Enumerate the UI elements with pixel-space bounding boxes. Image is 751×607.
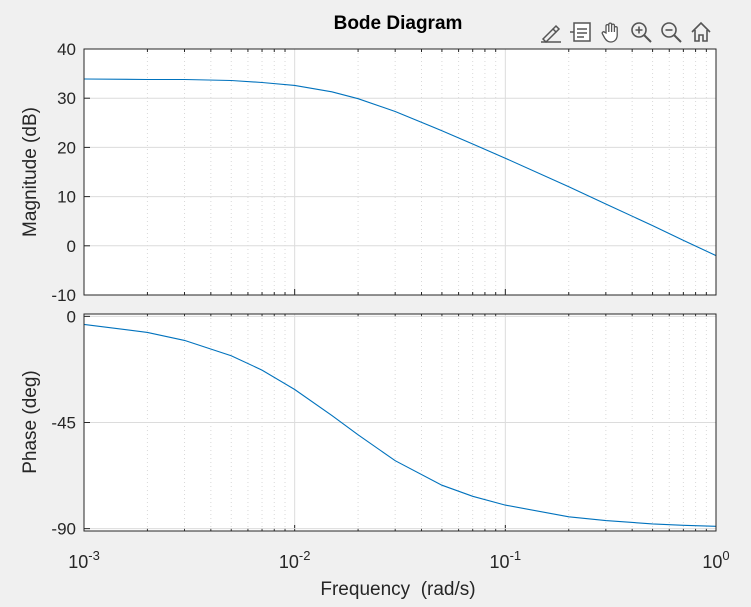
x-tick-label: 100 (702, 548, 729, 572)
axes-toolbar (537, 18, 715, 46)
magnitude-axes-frame (83, 48, 717, 296)
brush-icon (541, 24, 561, 44)
magnitude-plot-area[interactable] (84, 49, 716, 295)
zoom-in-button[interactable] (627, 18, 655, 46)
magnitude-y-tick-label: 0 (67, 237, 76, 256)
magnitude-y-tick-label: 10 (57, 188, 76, 207)
zoom-out-icon (661, 22, 682, 43)
zoom-out-button[interactable] (657, 18, 685, 46)
frequency-axis-label: Frequency (rad/s) (320, 579, 475, 600)
edit-plot-button[interactable] (537, 18, 565, 46)
phase-series-line[interactable] (83, 323, 717, 527)
magnitude-series-line[interactable] (83, 78, 717, 257)
restore-view-button[interactable] (687, 18, 715, 46)
phase-y-tick-label: -45 (51, 414, 76, 433)
magnitude-y-tick-label: 40 (57, 40, 76, 59)
home-icon (691, 21, 711, 42)
phase-y-tick-label: 0 (67, 307, 76, 326)
x-tick-label: 10-1 (490, 548, 522, 572)
magnitude-axis-label: Magnitude (dB) (20, 107, 41, 237)
x-tick-label: 10-3 (68, 548, 100, 572)
phase-y-tick-label: -90 (51, 520, 76, 539)
phase-axes[interactable]: -90 -45 0 (51, 307, 717, 539)
magnitude-axes[interactable]: -10 0 10 20 30 40 (51, 40, 717, 305)
phase-axis-label: Phase (deg) (20, 370, 41, 474)
hand-icon (601, 22, 618, 43)
chart-title: Bode Diagram (334, 13, 463, 34)
magnitude-y-tick-label: -10 (51, 286, 76, 305)
phase-axes-frame (83, 313, 717, 532)
zoom-in-icon (631, 22, 652, 43)
x-tick-label: 10-2 (279, 548, 311, 572)
magnitude-y-tick-label: 20 (57, 138, 76, 157)
magnitude-y-tick-label: 30 (57, 89, 76, 108)
datatip-icon (570, 22, 591, 42)
data-tips-button[interactable] (567, 18, 595, 46)
pan-button[interactable] (597, 18, 625, 46)
